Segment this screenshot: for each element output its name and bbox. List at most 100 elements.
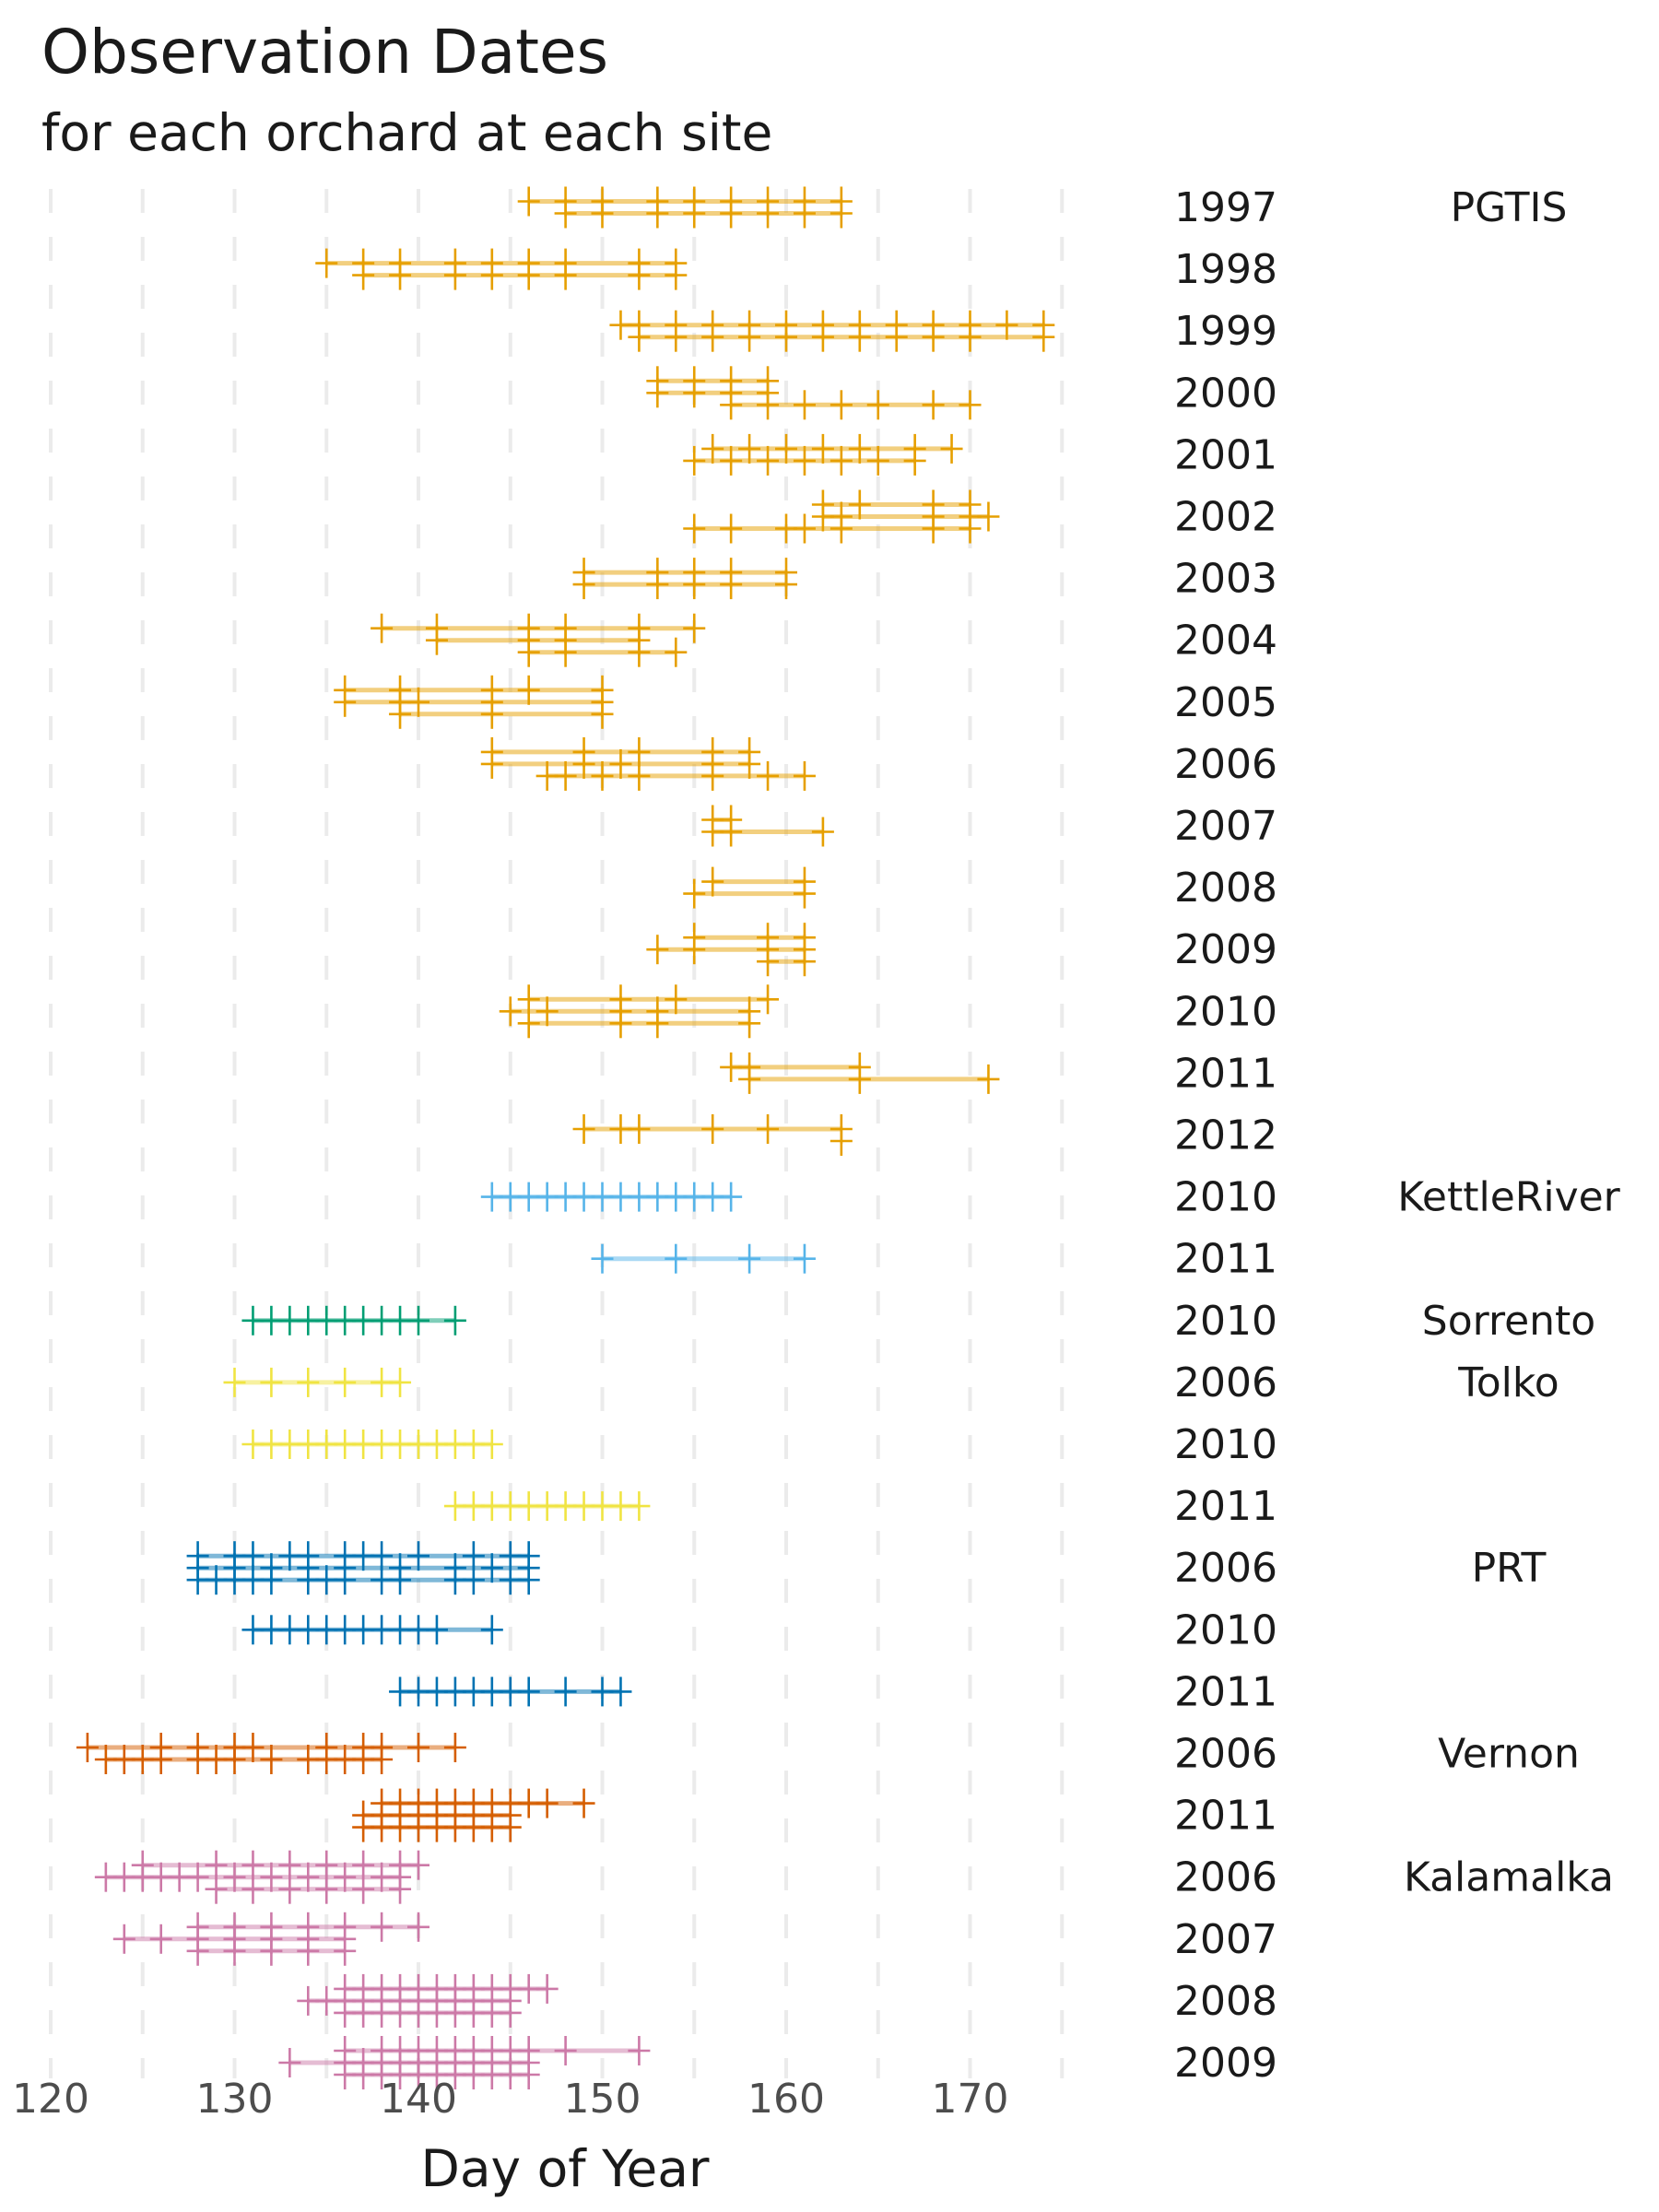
- data-point: [922, 322, 945, 352]
- row-4: [683, 433, 963, 476]
- data-point: [922, 390, 945, 420]
- series-line-22-2: [186, 1565, 540, 1595]
- data-point: [76, 1733, 99, 1762]
- data-point: [830, 198, 853, 229]
- data-point: [535, 1788, 559, 1818]
- x-tick-label-130: 130: [196, 2076, 274, 2123]
- series-line-17-0: [591, 1243, 816, 1274]
- data-point: [334, 1565, 357, 1595]
- data-point: [720, 1182, 743, 1212]
- data-point: [407, 1305, 429, 1335]
- row-7: [371, 613, 706, 667]
- data-point: [848, 1064, 871, 1094]
- site-label: Tolko: [1457, 1359, 1559, 1406]
- row-20: [241, 1430, 503, 1459]
- data-point: [407, 1733, 429, 1762]
- data-point: [665, 1243, 688, 1274]
- data-point: [591, 699, 614, 729]
- series-line-6-1: [572, 570, 797, 600]
- year-label: 2010: [1174, 988, 1277, 1035]
- data-point: [149, 1924, 172, 1954]
- row-28: [112, 1912, 429, 1966]
- row-17: [591, 1243, 816, 1274]
- data-point: [407, 1912, 429, 1942]
- data-point: [517, 260, 540, 290]
- data-point: [572, 1114, 595, 1144]
- year-label: 2011: [1174, 1050, 1277, 1097]
- row-13: [499, 984, 780, 1039]
- data-point: [371, 1912, 394, 1942]
- data-point: [683, 445, 706, 476]
- year-label: 2006: [1174, 1731, 1277, 1778]
- year-label: 2012: [1174, 1112, 1277, 1159]
- year-label: 2006: [1174, 1854, 1277, 1901]
- row-30: [278, 2036, 651, 2089]
- year-label: 2011: [1174, 1236, 1277, 1283]
- data-point: [425, 625, 448, 655]
- data-point: [480, 260, 503, 290]
- x-axis: 120 130 140 150 160 170: [12, 2076, 1008, 2123]
- data-point: [738, 1243, 761, 1274]
- data-point: [775, 570, 797, 600]
- row-29: [297, 1973, 559, 2028]
- data-point: [628, 322, 651, 352]
- data-point: [554, 1677, 577, 1707]
- data-point: [186, 1936, 209, 1966]
- row-16: [480, 1182, 743, 1212]
- series-line-9-2: [535, 760, 816, 791]
- data-point: [1032, 322, 1055, 352]
- row-0: [517, 186, 853, 229]
- data-point: [554, 198, 577, 229]
- data-point: [334, 1367, 357, 1397]
- row-1: [315, 248, 688, 290]
- data-point: [334, 1936, 357, 1966]
- data-point: [260, 1745, 283, 1774]
- year-label: 2011: [1174, 1668, 1277, 1715]
- data-point: [757, 198, 780, 229]
- data-point: [628, 637, 651, 667]
- series-line-21-0: [443, 1491, 651, 1522]
- data-point: [334, 687, 357, 717]
- row-19: [223, 1367, 412, 1397]
- series-line-23-0: [241, 1615, 503, 1645]
- series-line-16-0: [480, 1182, 743, 1212]
- site-label: PRT: [1472, 1545, 1547, 1592]
- data-point: [830, 513, 853, 544]
- data-point: [757, 1114, 780, 1144]
- data-point: [499, 1812, 522, 1842]
- data-point: [260, 1565, 283, 1595]
- data-point: [297, 1936, 320, 1966]
- data-point: [499, 996, 522, 1027]
- data-point: [940, 433, 963, 464]
- year-label: 2008: [1174, 1978, 1277, 2025]
- data-point: [609, 1008, 632, 1039]
- series-line-7-2: [517, 637, 688, 667]
- data-point: [683, 513, 706, 544]
- data-point: [609, 1677, 632, 1707]
- data-point: [389, 1367, 412, 1397]
- data-point: [701, 322, 724, 352]
- row-9: [480, 736, 816, 791]
- data-point: [517, 2060, 540, 2089]
- data-point: [628, 1114, 651, 1144]
- data-point: [959, 390, 982, 420]
- series-line-8-2: [389, 699, 614, 729]
- series-line-14-1: [738, 1064, 1000, 1094]
- data-point: [628, 1491, 651, 1522]
- data-point: [665, 637, 688, 667]
- data-point: [738, 1008, 761, 1039]
- site-label: Vernon: [1438, 1731, 1580, 1778]
- year-label: 2009: [1174, 926, 1277, 973]
- site-label: Sorrento: [1422, 1298, 1595, 1345]
- data-point: [903, 445, 926, 476]
- data-point: [775, 322, 797, 352]
- site-label: KettleRiver: [1397, 1174, 1620, 1221]
- series-line-28-2: [186, 1936, 357, 1966]
- data-point: [720, 445, 743, 476]
- year-label: 2006: [1174, 1359, 1277, 1406]
- year-label: 2008: [1174, 865, 1277, 912]
- data-point: [389, 1565, 412, 1595]
- data-point: [371, 613, 394, 643]
- data-point: [683, 198, 706, 229]
